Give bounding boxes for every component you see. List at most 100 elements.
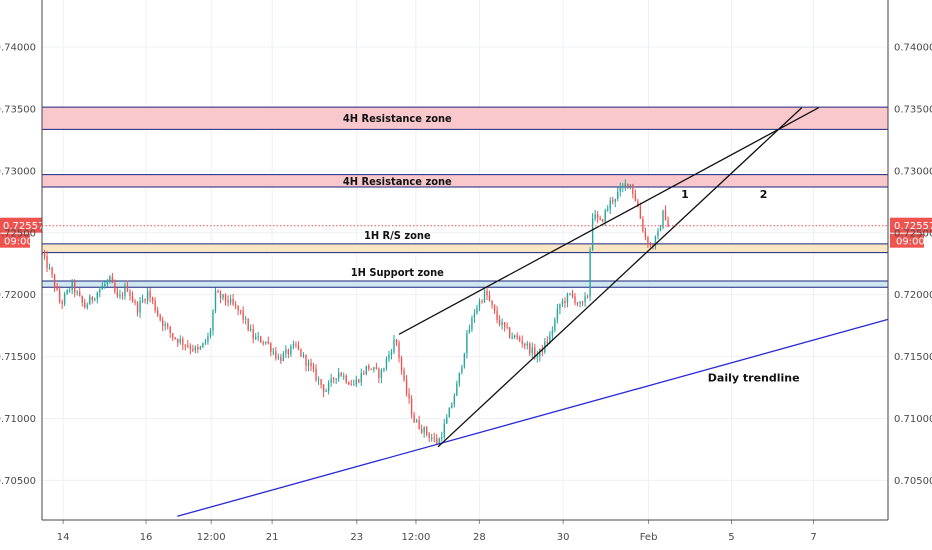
candle-body-bear bbox=[516, 335, 518, 338]
candle-body-bear bbox=[425, 427, 428, 435]
candle-body-bear bbox=[305, 354, 307, 366]
candle-body-bear bbox=[433, 437, 435, 439]
candle-body-bear bbox=[315, 368, 317, 380]
candle-body-bull bbox=[659, 227, 662, 232]
candle-body-bear bbox=[524, 343, 526, 346]
candle-body-bull bbox=[204, 341, 207, 343]
candle-body-bull bbox=[566, 294, 569, 304]
current-price-line: 0.72557 09:00 0.72557 09:00 bbox=[0, 217, 932, 248]
candle-body-bull bbox=[617, 191, 619, 199]
candle-body-bear bbox=[634, 193, 637, 201]
candle-body-bull bbox=[513, 335, 516, 338]
candle-body-bear bbox=[111, 276, 114, 284]
price-tag-left-value: 0.72557 bbox=[3, 221, 44, 232]
y-tick-label-left: 0.74000 bbox=[0, 43, 36, 54]
candle-body-bull bbox=[282, 353, 285, 361]
candle-body-bull bbox=[622, 185, 624, 188]
candle-body-bear bbox=[295, 344, 297, 346]
candle-body-bull bbox=[212, 310, 214, 331]
candle-body-bear bbox=[114, 283, 116, 292]
candle-body-bull bbox=[325, 390, 327, 392]
candle-body-bull bbox=[68, 289, 71, 291]
candle-body-bear bbox=[275, 351, 277, 359]
candle-body-bull bbox=[478, 301, 481, 309]
candle-body-bear bbox=[639, 206, 642, 219]
candle-body-bear bbox=[395, 339, 398, 343]
candle-body-bear bbox=[576, 303, 579, 305]
trendlines-layer bbox=[177, 107, 889, 517]
candle-body-bear bbox=[239, 310, 242, 312]
candle-body-bull bbox=[119, 295, 121, 297]
candle-body-bull bbox=[476, 308, 478, 314]
candle-body-bull bbox=[415, 420, 418, 423]
x-tick-label: 16 bbox=[140, 532, 153, 543]
candle-body-bear bbox=[370, 368, 373, 370]
candle-body-bull bbox=[194, 347, 197, 351]
candle-body-bull bbox=[554, 319, 556, 331]
candle-body-bear bbox=[546, 341, 549, 344]
candle-body-bull bbox=[285, 349, 287, 354]
candle-body-bear bbox=[363, 373, 365, 375]
x-tick-label: 14 bbox=[57, 532, 70, 543]
candle-body-bear bbox=[496, 310, 498, 320]
candle-body-bear bbox=[260, 336, 262, 343]
candle-body-bull bbox=[483, 290, 486, 302]
price-tag-right-value: 0.72557 bbox=[894, 221, 932, 232]
candle-body-bull bbox=[302, 354, 305, 357]
candle-body-bull bbox=[443, 423, 445, 438]
candle-body-bull bbox=[94, 299, 96, 301]
zone-band bbox=[42, 174, 888, 187]
candle-body-bull bbox=[549, 335, 551, 344]
candle-body-bull bbox=[317, 379, 320, 381]
candle-body-bear bbox=[375, 367, 378, 369]
candle-body-bull bbox=[164, 324, 166, 326]
y-tick-label-right: 0.73500 bbox=[894, 104, 932, 115]
candle-body-bear bbox=[599, 217, 601, 220]
candle-body-bear bbox=[491, 300, 493, 305]
candle-body-bull bbox=[569, 293, 571, 295]
candle-body-bear bbox=[287, 349, 290, 355]
y-tick-label-left: 0.70500 bbox=[0, 476, 36, 487]
candle-body-bear bbox=[192, 349, 194, 351]
candle-body-bull bbox=[199, 347, 202, 350]
candle-body-bear bbox=[403, 370, 405, 380]
wave-label-2: 2 bbox=[760, 188, 768, 201]
candle-body-bull bbox=[229, 298, 232, 303]
candle-body-bear bbox=[486, 290, 488, 296]
candle-body-bull bbox=[76, 291, 78, 293]
zones-layer: 4H Resistance zone 4H Resistance zone 1H R… bbox=[42, 106, 888, 288]
candle-body-bull bbox=[579, 301, 581, 304]
candle-body-bear bbox=[481, 301, 483, 303]
x-tick-label: 23 bbox=[350, 532, 363, 543]
candle-body-bear bbox=[564, 300, 566, 304]
candle-body-bear bbox=[410, 398, 413, 415]
candle-body-bull bbox=[96, 292, 99, 300]
y-tick-label-right: 0.71000 bbox=[894, 414, 932, 425]
y-tick-label-right: 0.73000 bbox=[894, 166, 932, 177]
candle-body-bear bbox=[637, 200, 639, 207]
candle-body-bear bbox=[144, 299, 146, 301]
candle-body-bear bbox=[81, 295, 83, 303]
channel-trendline bbox=[398, 107, 819, 335]
candle-body-bull bbox=[214, 290, 217, 311]
y-tick-label-right: 0.70500 bbox=[894, 476, 932, 487]
candle-body-bear bbox=[237, 305, 239, 311]
candle-body-bear bbox=[172, 332, 174, 338]
candle-body-bear bbox=[667, 220, 669, 227]
candle-body-bull bbox=[393, 339, 395, 353]
x-tick-label: 30 bbox=[557, 532, 570, 543]
candle-body-bear bbox=[574, 295, 576, 304]
candle-body-bear bbox=[320, 379, 322, 385]
candle-body-bear bbox=[358, 379, 360, 383]
candle-body-bull bbox=[624, 183, 626, 186]
candle-body-bear bbox=[151, 297, 154, 302]
candle-body-bull bbox=[71, 281, 73, 290]
x-tick-label: Feb bbox=[640, 532, 658, 543]
candle-body-bear bbox=[627, 183, 629, 187]
candle-body-bull bbox=[272, 351, 274, 353]
y-tick-label-right: 0.72500 bbox=[894, 228, 932, 239]
candle-body-bear bbox=[332, 378, 335, 380]
candle-body-bull bbox=[365, 365, 368, 374]
